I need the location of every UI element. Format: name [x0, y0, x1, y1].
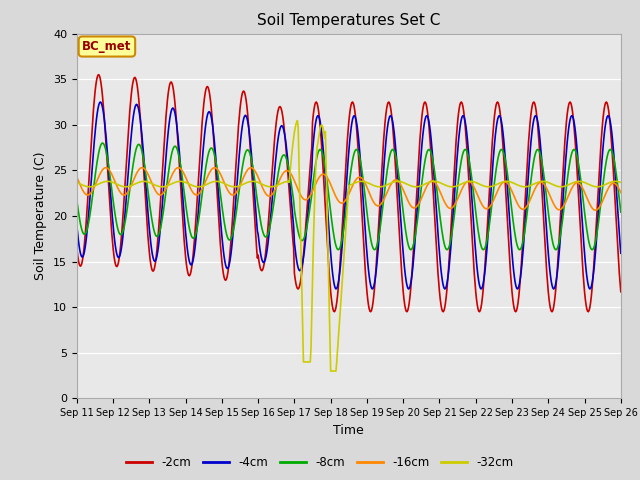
-2cm [512, 309, 520, 314]
-32cm [568, 180, 576, 186]
-8cm [449, 228, 456, 233]
-2cm [95, 72, 102, 78]
-8cm [617, 209, 625, 215]
-4cm [332, 286, 340, 292]
Line: -8cm: -8cm [77, 143, 621, 250]
-8cm [193, 227, 201, 232]
-4cm [617, 251, 625, 256]
-32cm [73, 180, 81, 185]
Line: -32cm: -32cm [77, 120, 621, 371]
-4cm [73, 222, 81, 228]
-16cm [216, 171, 224, 177]
Text: BC_met: BC_met [82, 40, 132, 53]
-2cm [448, 215, 456, 221]
Y-axis label: Soil Temperature (C): Soil Temperature (C) [35, 152, 47, 280]
Line: -16cm: -16cm [77, 168, 621, 210]
-16cm [102, 165, 109, 170]
-8cm [99, 140, 106, 146]
-2cm [568, 108, 576, 114]
-2cm [216, 241, 224, 247]
X-axis label: Time: Time [333, 424, 364, 437]
-16cm [394, 178, 402, 184]
-8cm [216, 191, 224, 196]
-4cm [193, 226, 201, 231]
-8cm [395, 171, 403, 177]
-4cm [342, 191, 349, 196]
Line: -4cm: -4cm [77, 102, 621, 289]
-8cm [568, 148, 576, 154]
-8cm [334, 247, 342, 252]
-16cm [568, 186, 575, 192]
-32cm [216, 179, 223, 185]
-32cm [449, 184, 456, 190]
-2cm [394, 207, 402, 213]
-32cm [193, 184, 200, 190]
-2cm [617, 289, 625, 295]
-16cm [448, 205, 456, 211]
-16cm [617, 190, 625, 195]
-4cm [568, 113, 576, 119]
-16cm [341, 198, 349, 204]
-2cm [341, 174, 349, 180]
-8cm [342, 210, 349, 216]
-16cm [591, 207, 599, 213]
-32cm [294, 118, 301, 123]
-2cm [193, 201, 201, 206]
Title: Soil Temperatures Set C: Soil Temperatures Set C [257, 13, 440, 28]
-32cm [395, 179, 403, 184]
-2cm [73, 245, 81, 251]
-16cm [193, 192, 201, 198]
Legend: -2cm, -4cm, -8cm, -16cm, -32cm: -2cm, -4cm, -8cm, -16cm, -32cm [122, 452, 518, 474]
-8cm [73, 197, 81, 203]
-4cm [97, 99, 104, 105]
-32cm [327, 368, 335, 374]
-32cm [342, 226, 349, 231]
-16cm [73, 174, 81, 180]
-32cm [617, 180, 625, 185]
-4cm [395, 186, 403, 192]
Line: -2cm: -2cm [77, 75, 621, 312]
-4cm [216, 215, 224, 221]
-4cm [449, 224, 456, 230]
